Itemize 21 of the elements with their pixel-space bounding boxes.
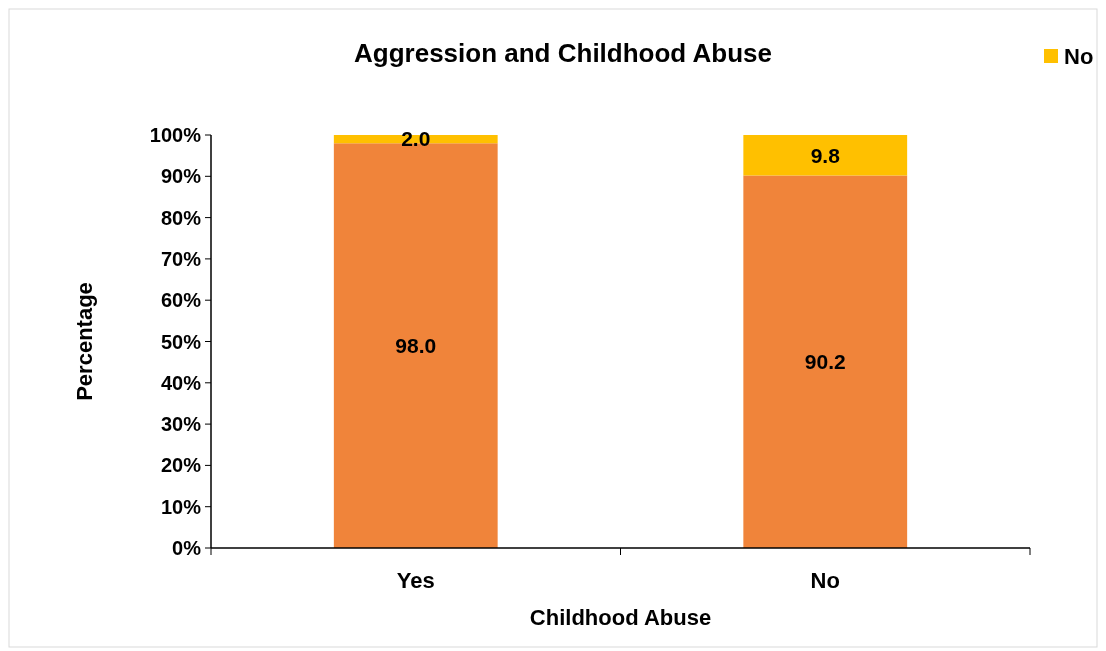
legend-label: No — [1064, 43, 1094, 69]
y-tick-label: 30% — [160, 413, 202, 436]
y-tick-label: 100% — [149, 124, 202, 146]
data-label: 9.8 — [810, 143, 841, 167]
y-tick-label: 70% — [160, 247, 202, 270]
x-tick-label: Yes — [396, 568, 435, 593]
y-tick-label: 20% — [160, 454, 202, 477]
y-tick-label: 40% — [160, 371, 202, 394]
y-tick-label: 50% — [160, 330, 202, 353]
bar — [743, 175, 908, 548]
y-tick-label: 90% — [160, 165, 202, 188]
data-label: 98.0 — [395, 333, 437, 357]
data-label: 90.2 — [804, 350, 846, 374]
y-tick-label: 80% — [160, 206, 202, 229]
y-tick-label: 10% — [160, 495, 202, 518]
x-axis-title: Childhood Abuse — [529, 605, 712, 630]
y-tick-label: 0% — [172, 537, 202, 559]
chart-title: Aggression and Childhood Abuse — [354, 38, 772, 68]
y-tick-label: 60% — [160, 289, 202, 312]
bar — [743, 135, 908, 176]
y-axis-title: Percentage — [72, 282, 97, 401]
